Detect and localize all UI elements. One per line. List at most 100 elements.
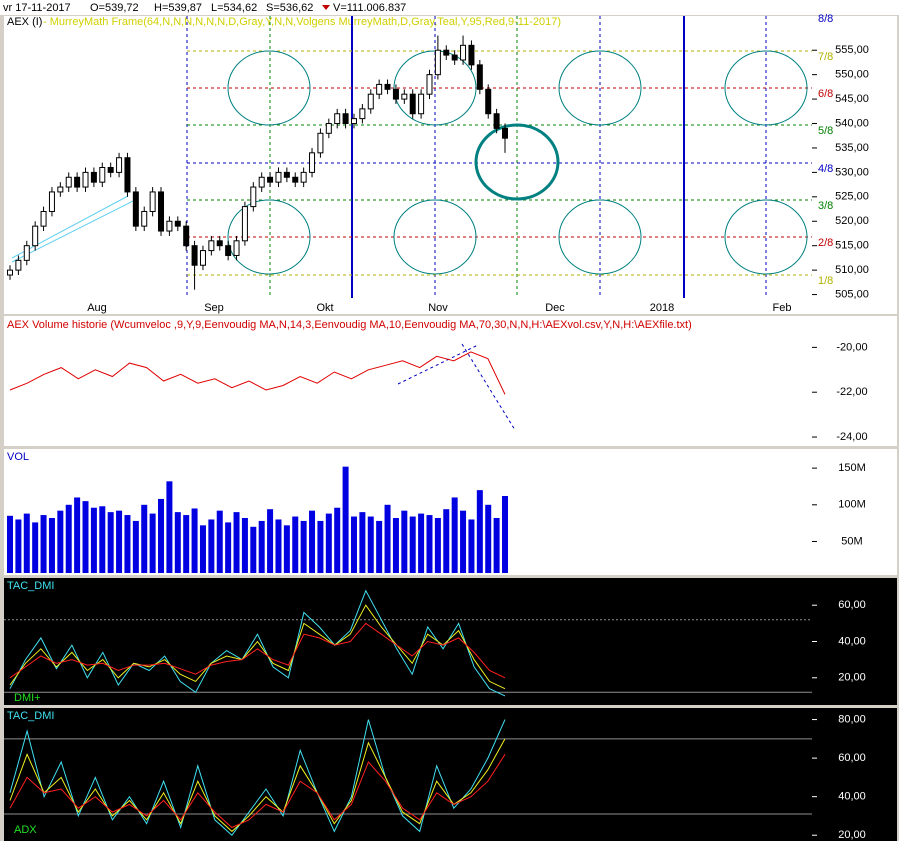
volume-bar [166,481,173,573]
y-tick-label: -24,00 [836,431,867,443]
trend-line [11,199,136,263]
volume-bar [258,520,265,573]
candle-body [367,93,374,110]
candle-body [409,93,416,115]
candle-body [443,49,450,56]
volume-bar [199,525,206,573]
x-tick-label: Dec [545,302,565,314]
down-arrow [322,5,330,10]
volume-bar [485,504,492,573]
level-label: 3/8 [818,200,833,212]
volume-bar [325,513,332,573]
level-label: 8/8 [818,13,833,25]
candle-body [149,191,156,212]
volume-bar [460,510,467,573]
candle-body [48,191,55,212]
header-high: H=539,87 [154,2,202,14]
volume-bar [23,513,30,573]
volume-bar [275,519,282,573]
gann-circle [724,50,808,126]
candle-body [485,88,492,115]
y-tick-label: 530,00 [835,166,869,178]
volume-bar [283,525,290,573]
volume-bar [57,510,64,573]
y-tick-label: 540,00 [835,117,869,129]
candle-body [90,171,97,183]
volume-bar [141,504,148,573]
volume-bar [418,513,425,573]
candle-body [493,113,500,129]
volume-bar [250,526,257,573]
x-tick-label: Aug [87,302,107,314]
volume-bar [434,518,441,573]
y-tick-label: 150M [838,462,866,474]
volume-bar [191,508,198,573]
volume-bar [15,519,22,573]
trend-line [397,344,479,385]
candle-body [267,176,274,183]
volume-bar [183,515,190,573]
candle-body [107,167,114,173]
candle-body [317,132,324,154]
trend-line [11,195,129,259]
volume-bar [116,510,123,573]
volume-bar [426,515,433,573]
volume-bar [7,515,13,573]
y-tick-label: 545,00 [835,93,869,105]
candle-body [141,210,148,227]
vol-title: VOL [7,451,29,463]
y-tick-label: 100M [838,499,866,511]
volume-bar [158,498,165,573]
volume-bar [401,510,408,573]
volume-bar [124,515,131,573]
x-tick-label: Feb [773,302,792,314]
candle-body [241,206,248,242]
date-axis [4,298,897,314]
y-tick-label: 40,00 [838,635,866,647]
volume-bar [40,515,47,573]
y-tick-label: 20,00 [838,829,866,841]
level-label: 1/8 [818,275,833,287]
candle-body [401,93,408,100]
volume-bar [233,512,240,573]
header-low: L=534,62 [211,2,257,14]
candle-body [74,176,81,188]
candle-body [199,250,206,266]
y-tick-label: 60,00 [838,599,866,611]
dmi-line [9,738,506,833]
candle-body [183,225,190,247]
y-tick-label: 515,00 [835,240,869,252]
candle-body [158,191,165,232]
dmi-line [9,604,506,690]
candle-body [32,225,39,247]
volume-bar [48,518,55,573]
volume-bar [82,501,89,573]
candle-body [23,245,30,261]
candle-body [15,259,22,271]
gann-circle [558,199,642,275]
y-tick-label: -20,00 [836,341,867,353]
candle-body [275,171,282,183]
dmi2-label: ADX [14,824,37,836]
volume-bar [267,509,274,573]
y-tick-label: 505,00 [835,288,869,300]
volume-bar [132,520,139,573]
dmi-line [9,754,506,829]
x-tick-label: Okt [316,302,333,314]
y-tick-label: 520,00 [835,215,869,227]
level-label: 6/8 [818,88,833,100]
y-tick-label: 40,00 [838,791,866,803]
dmi1-label: DMI+ [14,692,41,704]
candle-body [258,176,265,188]
volhist-line [9,351,506,395]
gann-circle [227,199,311,275]
price-panel [4,16,897,298]
candle-body [350,118,357,125]
candle-body [309,152,316,173]
candle-body [292,176,299,183]
volume-bar [208,519,215,573]
candle-body [325,123,332,134]
candle-body [225,245,232,256]
